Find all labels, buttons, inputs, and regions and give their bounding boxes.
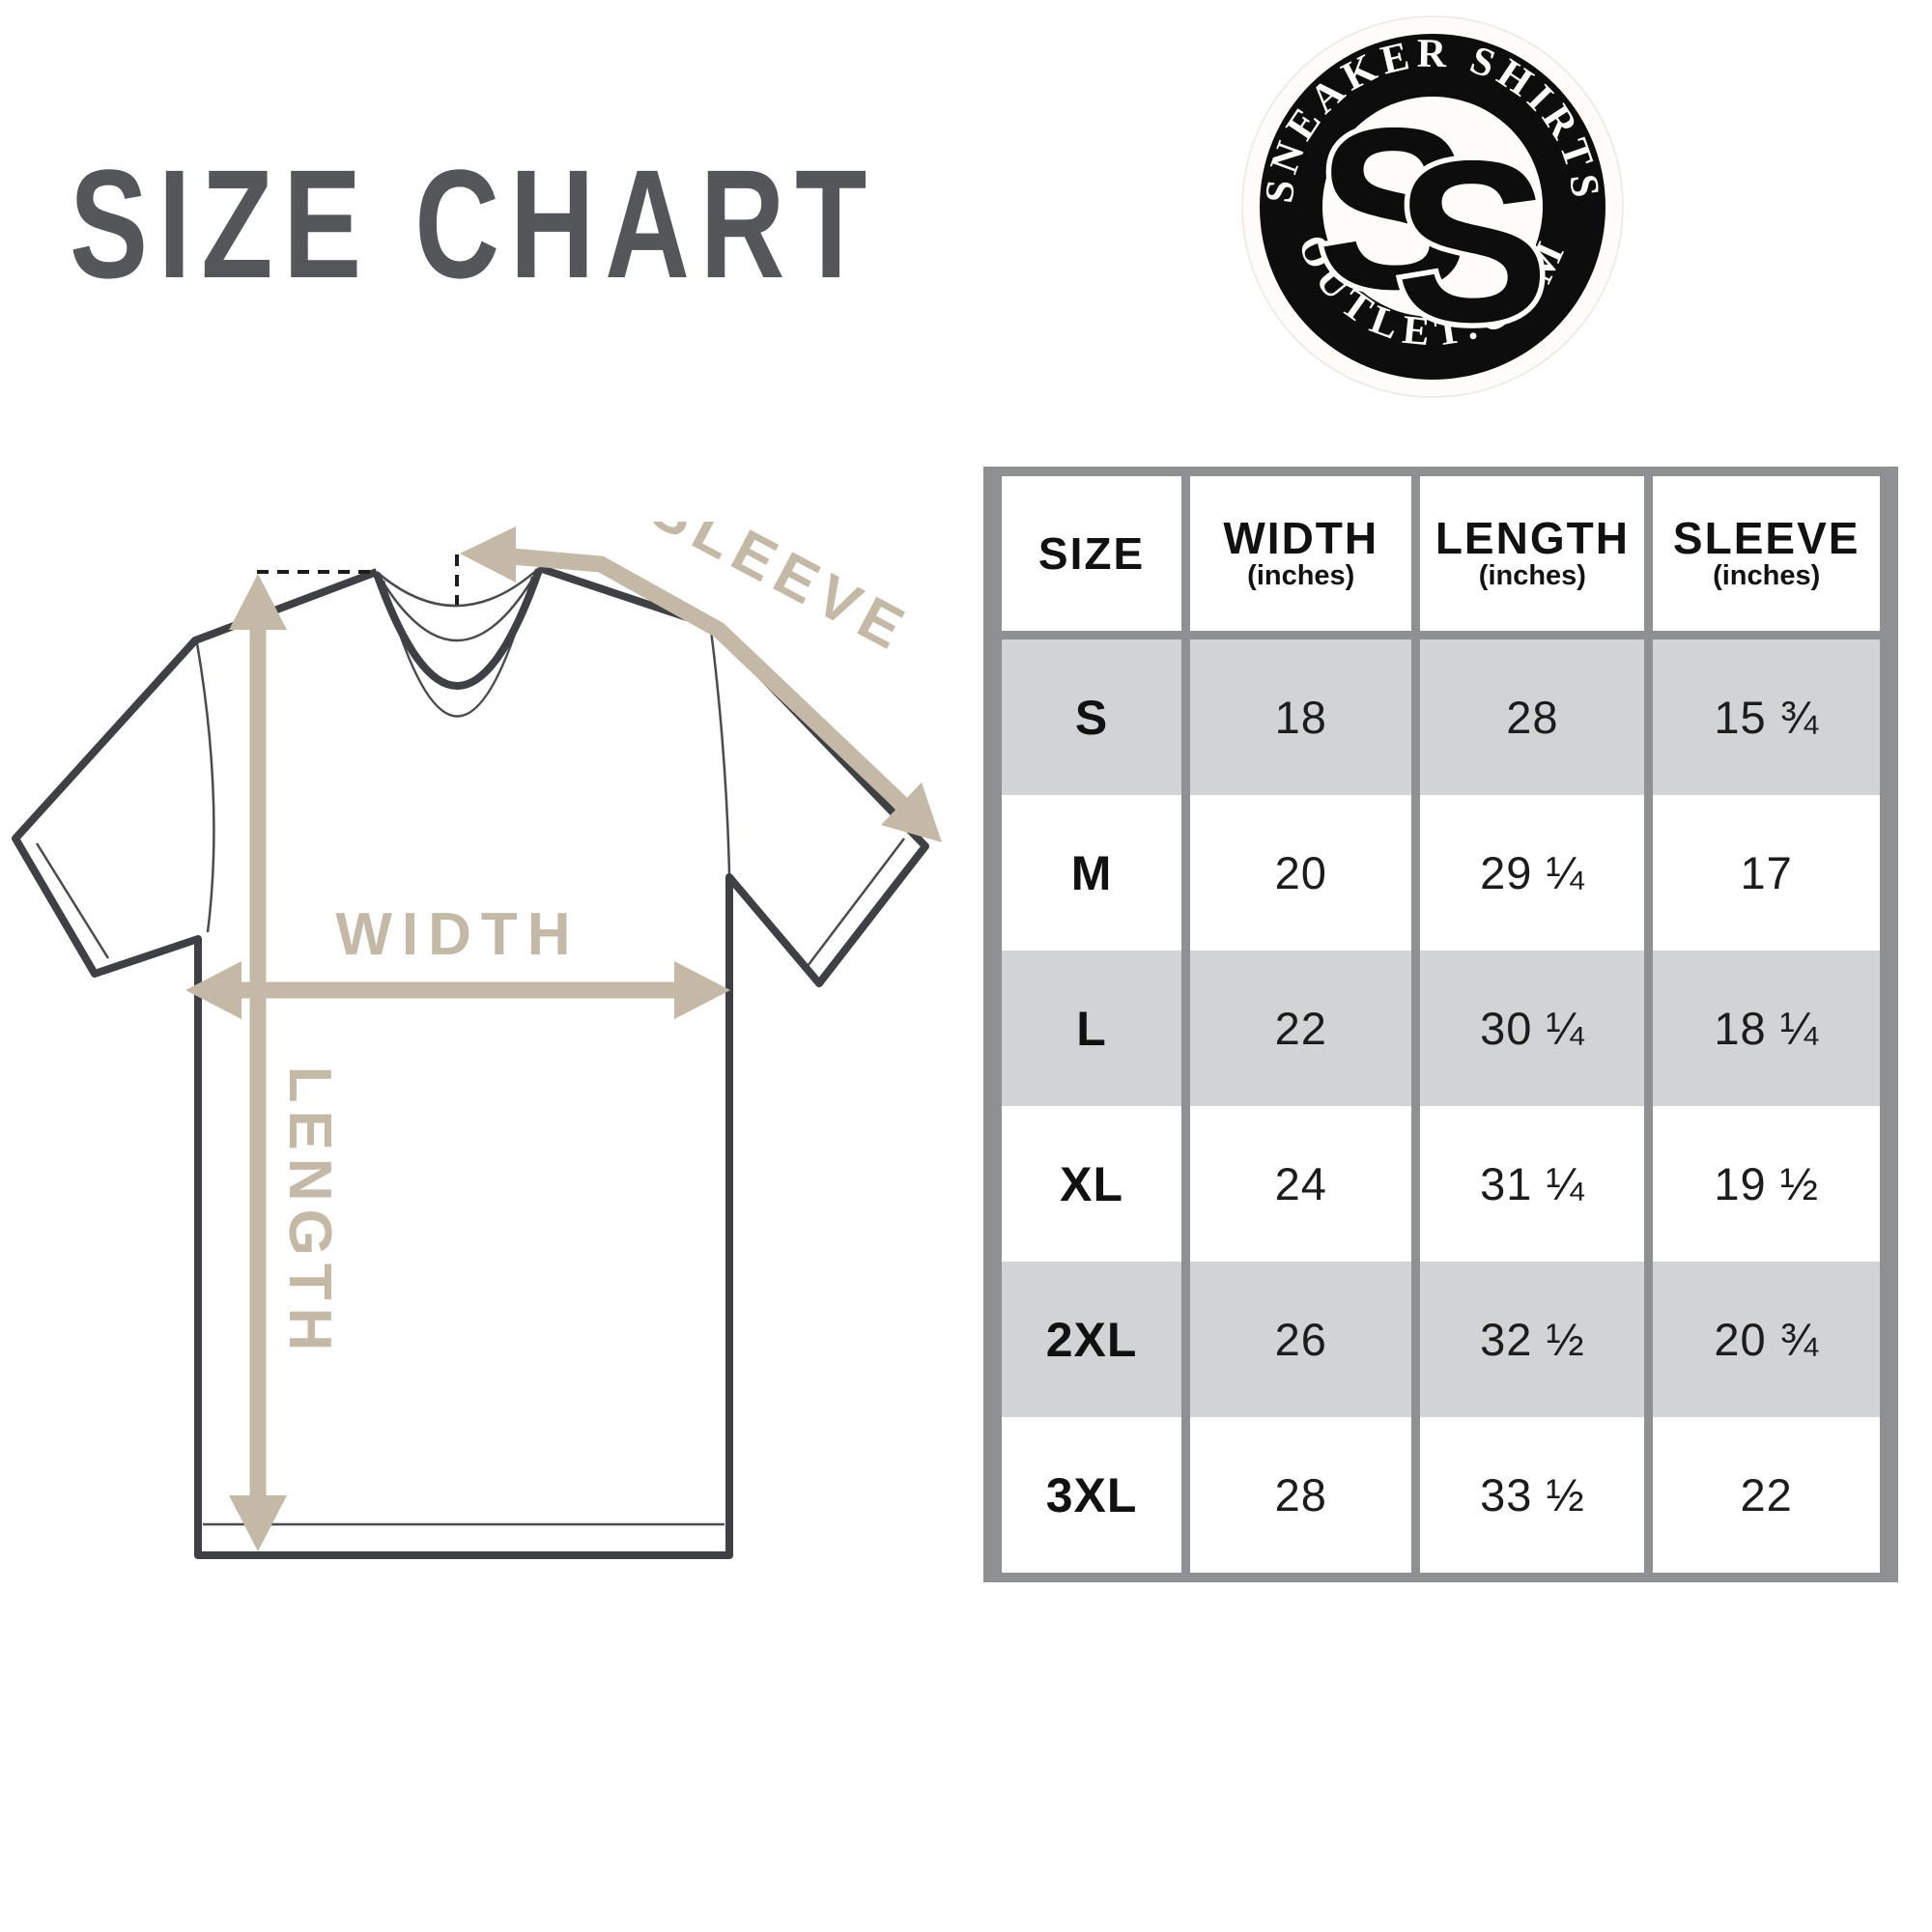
sleeve-value: 18 ¼ bbox=[1653, 951, 1880, 1106]
width-value: 26 bbox=[1190, 1262, 1412, 1417]
size-label: M bbox=[1002, 795, 1182, 951]
sleeve-value: 19 ½ bbox=[1653, 1106, 1880, 1262]
table-row-2xl: 2XL 26 32 ½ 20 ¾ bbox=[1002, 1262, 1880, 1417]
size-label: XL bbox=[1002, 1106, 1182, 1262]
header-width-unit: (inches) bbox=[1247, 560, 1355, 592]
table-row-3xl: 3XL 28 33 ½ 22 bbox=[1002, 1417, 1880, 1573]
measurement-arrows bbox=[185, 526, 942, 1551]
header-length-unit: (inches) bbox=[1478, 560, 1586, 592]
measurement-guide-dashes bbox=[257, 554, 459, 605]
width-value: 28 bbox=[1190, 1417, 1412, 1573]
size-label: 2XL bbox=[1002, 1262, 1182, 1417]
logo-ss-monogram: S S bbox=[1312, 76, 1554, 376]
length-value: 30 ¼ bbox=[1420, 951, 1645, 1106]
header-size-label: SIZE bbox=[1037, 527, 1146, 579]
page-title: SIZE CHART bbox=[70, 137, 877, 310]
sleeve-arrow-head-left bbox=[460, 526, 516, 582]
tshirt-outline bbox=[12, 564, 929, 1559]
width-value: 22 bbox=[1190, 951, 1412, 1106]
sleeve-arrow-head-right bbox=[881, 782, 942, 842]
length-value: 29 ¼ bbox=[1420, 795, 1645, 951]
width-value: 18 bbox=[1190, 639, 1412, 795]
monogram-s-left: S bbox=[1318, 81, 1471, 337]
header-sleeve-unit: (inches) bbox=[1713, 560, 1821, 592]
sleeve-value: 15 ¾ bbox=[1653, 639, 1880, 795]
table-row-l: L 22 30 ¼ 18 ¼ bbox=[1002, 951, 1880, 1106]
tshirt-measurement-diagram: SLEEVE WIDTH LENGTH bbox=[12, 522, 942, 1559]
width-arrow-head-right bbox=[674, 961, 730, 1019]
length-value: 28 bbox=[1420, 639, 1645, 795]
header-sleeve-label: SLEEVE bbox=[1672, 512, 1861, 563]
sleeve-value: 17 bbox=[1653, 795, 1880, 951]
size-label: S bbox=[1002, 639, 1182, 795]
size-table: SIZE WIDTH (inches) LENGTH (inches) SLEE… bbox=[983, 467, 1898, 1582]
length-value: 32 ½ bbox=[1420, 1262, 1645, 1417]
width-label: WIDTH bbox=[335, 901, 580, 968]
table-row-m: M 20 29 ¼ 17 bbox=[1002, 795, 1880, 951]
header-width-label: WIDTH bbox=[1223, 512, 1379, 563]
width-arrow-shaft bbox=[230, 981, 686, 999]
logo-inner-circle bbox=[1322, 97, 1543, 317]
size-table-header: SIZE WIDTH (inches) LENGTH (inches) SLEE… bbox=[1002, 476, 1880, 639]
sleeve-value: 20 ¾ bbox=[1653, 1262, 1880, 1417]
length-arrow-shaft bbox=[249, 624, 267, 1499]
table-row-s: S 18 28 15 ¾ bbox=[1002, 639, 1880, 795]
tshirt-seam-lines bbox=[35, 567, 905, 1526]
size-label: L bbox=[1002, 951, 1182, 1106]
length-arrow-head-up bbox=[229, 574, 287, 630]
header-width: WIDTH (inches) bbox=[1190, 476, 1412, 639]
header-length: LENGTH (inches) bbox=[1420, 476, 1645, 639]
monogram-s-right: S bbox=[1396, 114, 1549, 370]
width-arrow-head-left bbox=[185, 961, 242, 1019]
length-value: 33 ½ bbox=[1420, 1417, 1645, 1573]
length-label: LENGTH bbox=[276, 1066, 343, 1359]
width-value: 20 bbox=[1190, 795, 1412, 951]
sleeve-arrow-shaft bbox=[511, 548, 920, 822]
table-row-xl: XL 24 31 ¼ 19 ½ bbox=[1002, 1106, 1880, 1262]
header-length-label: LENGTH bbox=[1435, 512, 1630, 563]
header-sleeve: SLEEVE (inches) bbox=[1653, 476, 1880, 639]
brand-logo: SNEAKER SHIRTS OUTLET.COM S S bbox=[1241, 15, 1624, 398]
length-value: 31 ¼ bbox=[1420, 1106, 1645, 1262]
tshirt-body bbox=[15, 568, 925, 1555]
tshirt-collar bbox=[373, 568, 543, 690]
length-arrow-head-down bbox=[229, 1495, 287, 1551]
width-value: 24 bbox=[1190, 1106, 1412, 1262]
sleeve-value: 22 bbox=[1653, 1417, 1880, 1573]
size-label: 3XL bbox=[1002, 1417, 1182, 1573]
header-size: SIZE bbox=[1002, 476, 1182, 639]
